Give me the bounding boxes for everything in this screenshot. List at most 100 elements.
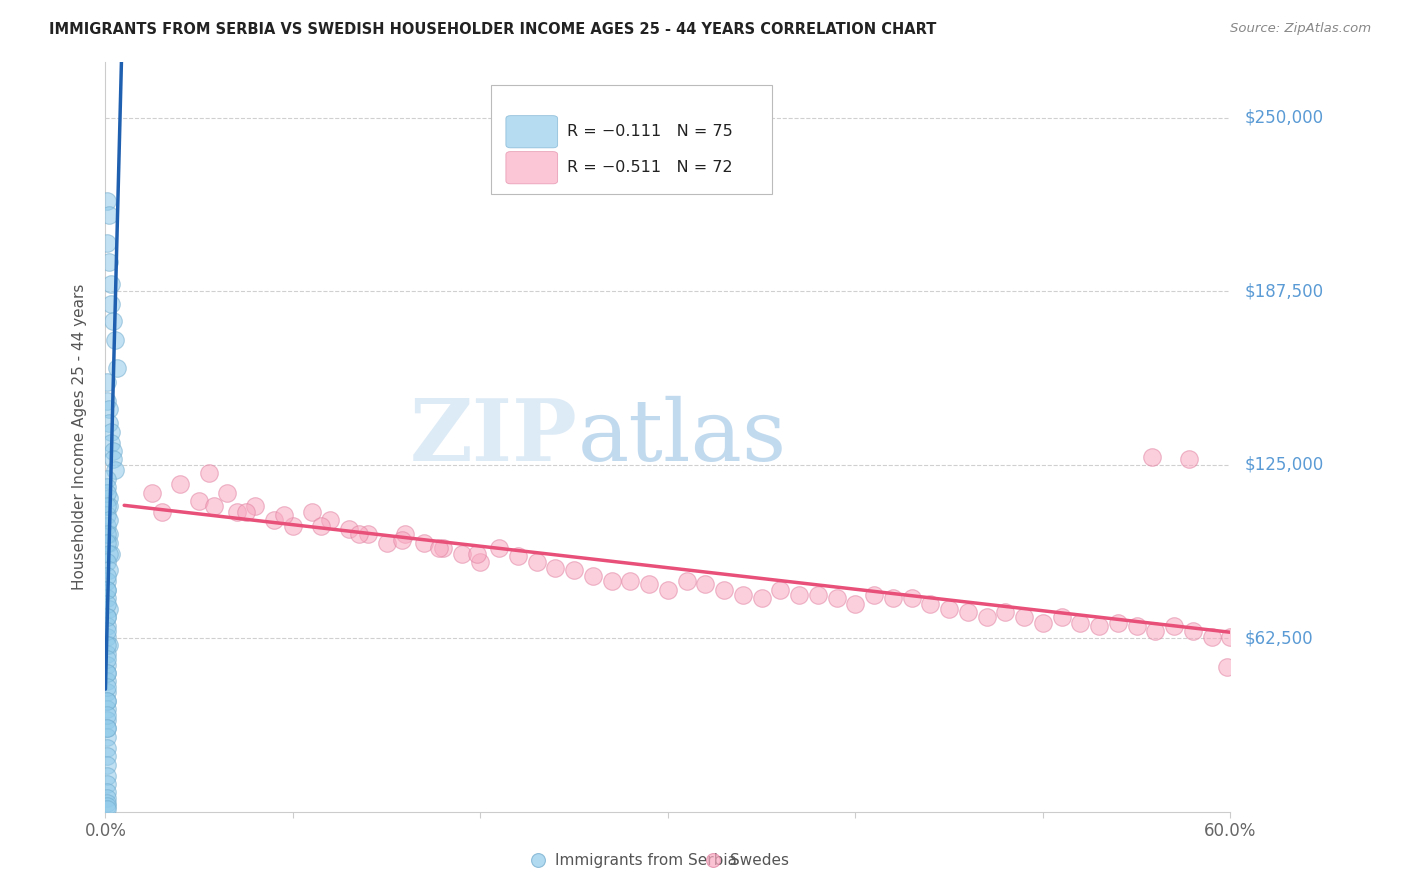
Point [96, 394, 118, 409]
FancyBboxPatch shape [491, 85, 772, 194]
Point [1107, 805, 1129, 819]
Point [1215, 660, 1237, 674]
Point [98, 513, 121, 527]
Point [100, 435, 122, 450]
Point [281, 519, 304, 533]
Point [1144, 624, 1167, 639]
Text: Source: ZipAtlas.com: Source: ZipAtlas.com [1230, 22, 1371, 36]
Point [96, 647, 118, 661]
Point [391, 533, 413, 547]
Point [101, 313, 124, 327]
Point [96, 582, 118, 597]
Text: R = −0.111   N = 75: R = −0.111 N = 75 [567, 124, 733, 139]
Point [638, 577, 661, 591]
Point [105, 360, 128, 375]
Point [235, 505, 257, 519]
Point [98, 602, 121, 616]
Point [96, 527, 118, 541]
Point [98, 500, 121, 514]
Point [657, 582, 679, 597]
Point [273, 508, 295, 522]
Point [96, 799, 118, 814]
Point [807, 588, 830, 602]
Point [488, 541, 510, 555]
Point [96, 657, 118, 672]
Point [470, 555, 492, 569]
Point [217, 485, 239, 500]
Point [96, 785, 118, 799]
Point [96, 722, 118, 736]
Point [96, 508, 118, 522]
Point [600, 574, 623, 589]
Point [582, 569, 605, 583]
Point [337, 522, 360, 536]
Point [96, 722, 118, 736]
Point [413, 535, 436, 549]
Point [96, 740, 118, 755]
Point [188, 494, 211, 508]
Point [713, 582, 735, 597]
Point [96, 777, 118, 791]
Text: $62,500: $62,500 [1244, 629, 1313, 648]
Text: IMMIGRANTS FROM SERBIA VS SWEDISH HOUSEHOLDER INCOME AGES 25 - 44 YEARS CORRELAT: IMMIGRANTS FROM SERBIA VS SWEDISH HOUSEH… [49, 22, 936, 37]
Point [900, 591, 922, 605]
Point [1069, 615, 1091, 630]
Point [1163, 619, 1185, 633]
Point [202, 500, 225, 514]
Point [96, 597, 118, 611]
Text: $250,000: $250,000 [1244, 109, 1323, 127]
Point [96, 480, 118, 494]
Point [96, 555, 118, 569]
Point [357, 527, 380, 541]
Point [938, 602, 960, 616]
Point [96, 694, 118, 708]
Point [562, 563, 585, 577]
Point [96, 375, 118, 389]
Point [956, 605, 979, 619]
Point [197, 466, 219, 480]
Point [675, 574, 697, 589]
Point [96, 769, 118, 783]
Point [787, 588, 810, 602]
Point [882, 591, 904, 605]
Point [96, 500, 118, 514]
Text: Swedes: Swedes [730, 853, 789, 868]
Point [450, 547, 472, 561]
Y-axis label: Householder Income Ages 25 - 44 years: Householder Income Ages 25 - 44 years [72, 284, 87, 591]
Text: $125,000: $125,000 [1244, 456, 1323, 474]
Point [98, 547, 121, 561]
Point [96, 574, 118, 589]
Point [731, 588, 754, 602]
Point [815, 805, 838, 819]
Point [1012, 610, 1035, 624]
Point [104, 463, 127, 477]
Point [96, 713, 118, 727]
Point [96, 194, 118, 209]
Point [96, 472, 118, 486]
Point [1181, 624, 1204, 639]
Point [98, 416, 121, 430]
Point [863, 588, 886, 602]
Point [427, 541, 450, 555]
Point [751, 591, 773, 605]
Point [96, 569, 118, 583]
Point [1088, 619, 1111, 633]
Point [96, 665, 118, 680]
Text: atlas: atlas [578, 395, 787, 479]
Point [96, 680, 118, 694]
Point [96, 757, 118, 772]
Point [225, 505, 247, 519]
Point [96, 582, 118, 597]
Point [347, 527, 370, 541]
Point [619, 574, 641, 589]
Point [96, 519, 118, 533]
Text: R = −0.511   N = 72: R = −0.511 N = 72 [567, 161, 733, 175]
Point [98, 527, 121, 541]
Point [96, 790, 118, 805]
Point [309, 519, 332, 533]
Point [1237, 665, 1260, 680]
Point [825, 591, 848, 605]
Point [994, 605, 1017, 619]
Point [319, 513, 342, 527]
Point [96, 235, 118, 250]
